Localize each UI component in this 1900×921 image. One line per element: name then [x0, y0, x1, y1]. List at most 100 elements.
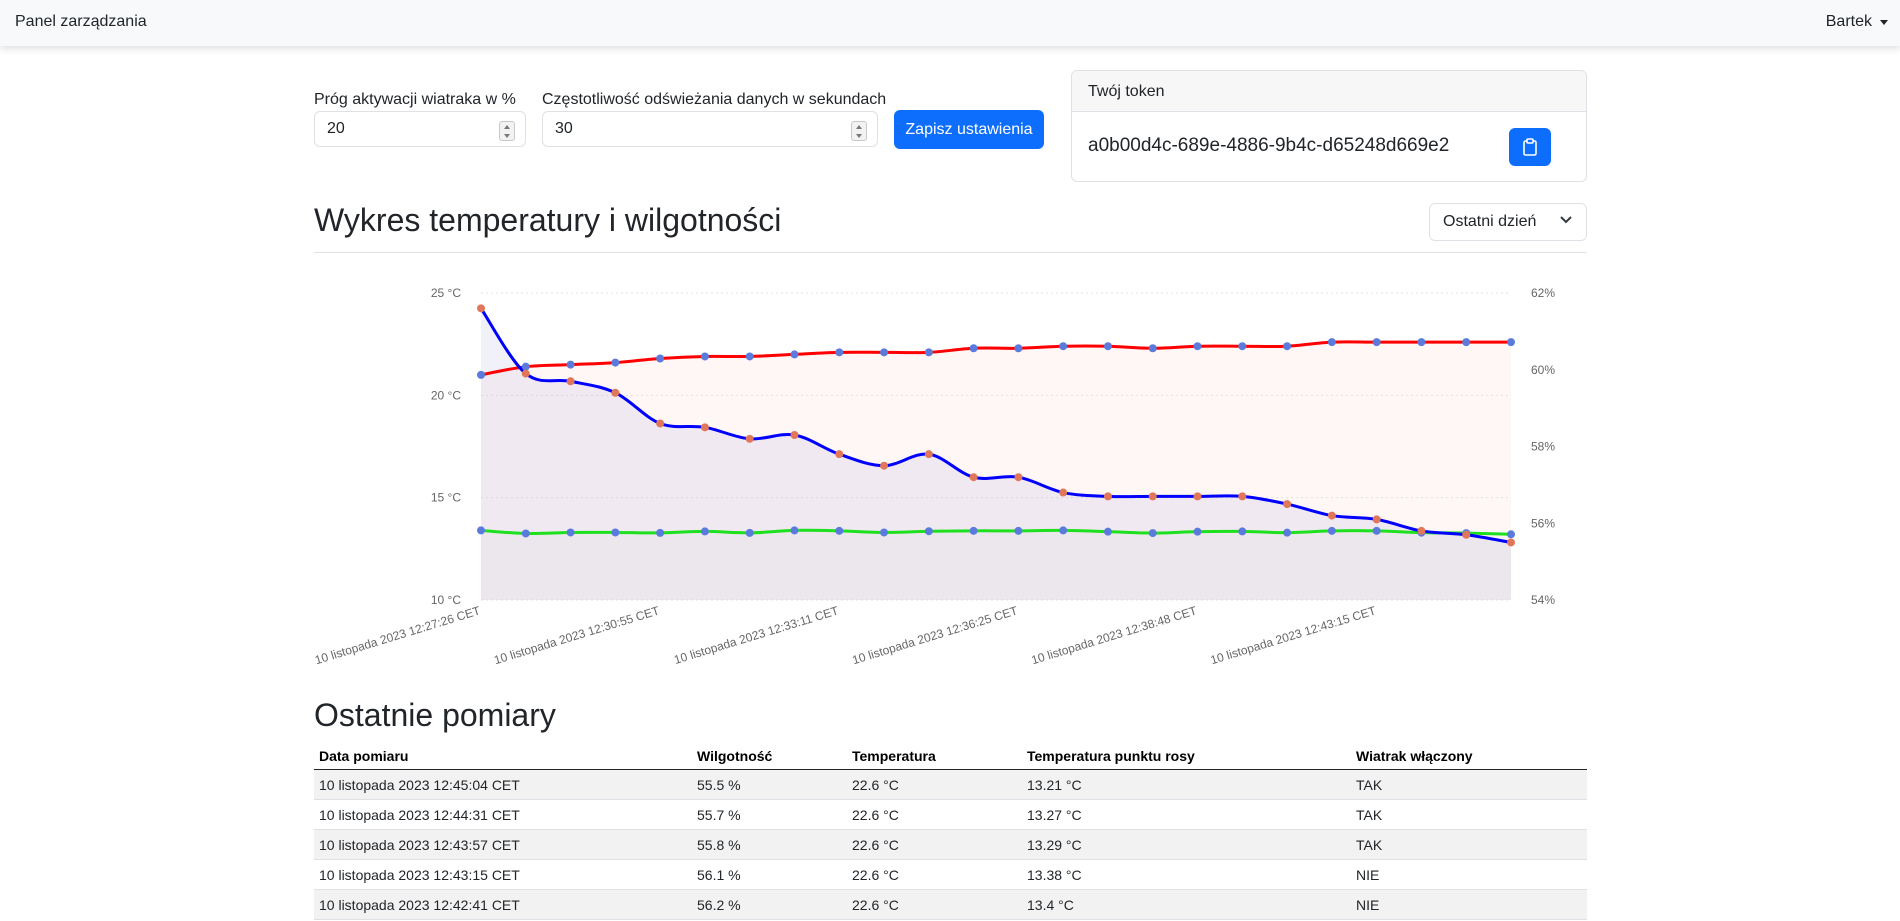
section-divider	[314, 252, 1587, 253]
x-tick-label: 10 listopada 2023 12:36:25 CET	[851, 603, 1020, 667]
data-point	[566, 377, 575, 386]
table-cell: 56.2 %	[692, 889, 847, 920]
data-point	[477, 370, 485, 379]
table-cell: 55.7 %	[692, 799, 847, 830]
data-point	[880, 461, 889, 470]
table-cell: 56.1 %	[692, 859, 847, 890]
data-point	[1148, 344, 1157, 353]
table-cell: TAK	[1351, 769, 1587, 800]
table-cell: 10 listopada 2023 12:43:57 CET	[314, 829, 692, 860]
fan-threshold-input[interactable]: 20	[314, 111, 526, 147]
data-point	[566, 528, 575, 537]
token-card-title: Twój token	[1072, 71, 1586, 112]
series-area	[481, 308, 1511, 600]
data-point	[656, 419, 665, 428]
data-point	[835, 450, 844, 459]
data-point	[1193, 342, 1202, 351]
data-point	[1327, 526, 1336, 535]
table-row: 10 listopada 2023 12:42:41 CET 56.2 % 22…	[314, 889, 1587, 920]
table-cell: NIE	[1351, 889, 1587, 920]
data-point	[656, 354, 665, 363]
caret-down-icon	[1880, 19, 1888, 25]
data-point	[1238, 527, 1247, 536]
refresh-interval-input[interactable]: 30	[542, 111, 878, 147]
data-point	[1148, 492, 1157, 501]
data-point	[1238, 492, 1247, 501]
data-point	[477, 526, 485, 535]
spinner-icon[interactable]	[851, 121, 867, 141]
user-menu-dropdown[interactable]: Bartek	[1826, 13, 1888, 31]
temperature-humidity-chart: 25 °C 20 °C 15 °C 10 °C 62% 60% 58% 56% 54% 10 li…	[313, 286, 1555, 667]
data-point	[969, 344, 978, 353]
data-point	[1507, 538, 1515, 547]
data-point	[1507, 338, 1515, 347]
data-point	[924, 348, 933, 357]
time-range-select[interactable]: Ostatni dzień	[1429, 203, 1587, 241]
table-cell: 55.5 %	[692, 769, 847, 800]
data-point	[1059, 526, 1068, 535]
column-header: Temperatura	[847, 743, 1022, 770]
data-point	[880, 528, 889, 537]
refresh-interval-value: 30	[555, 120, 573, 137]
table-cell: NIE	[1351, 859, 1587, 890]
data-point	[969, 473, 978, 482]
data-point	[924, 450, 933, 459]
table-cell: 22.6 °C	[847, 859, 1022, 890]
data-point	[924, 527, 933, 536]
data-point	[1103, 527, 1112, 536]
x-tick-label: 10 listopada 2023 12:27:26 CET	[313, 603, 482, 667]
data-point	[835, 348, 844, 357]
data-point	[1462, 338, 1471, 347]
table-cell: 13.4 °C	[1022, 889, 1351, 920]
data-point	[1059, 488, 1068, 497]
data-point	[1193, 492, 1202, 501]
y-left-tick-label: 25 °C	[431, 286, 461, 300]
data-point	[835, 526, 844, 535]
data-point	[1014, 344, 1023, 353]
y-left-tick-label: 15 °C	[431, 491, 461, 505]
data-point	[745, 434, 754, 443]
time-range-value: Ostatni dzień	[1443, 213, 1537, 230]
save-settings-button[interactable]: Zapisz ustawienia	[894, 110, 1044, 149]
data-point	[1238, 342, 1247, 351]
chart-section-title: Wykres temperatury i wilgotności	[314, 202, 782, 238]
table-cell: 22.6 °C	[847, 769, 1022, 800]
data-point	[1507, 530, 1515, 539]
data-point	[700, 352, 709, 361]
data-point	[1372, 515, 1381, 524]
y-right-tick-label: 60%	[1531, 363, 1555, 377]
column-header: Wiatrak włączony	[1351, 743, 1587, 770]
x-tick-label: 10 listopada 2023 12:33:11 CET	[672, 603, 840, 667]
fan-threshold-label: Próg aktywacji wiatraka w %	[314, 91, 516, 108]
table-cell: 22.6 °C	[847, 799, 1022, 830]
table-row: 10 listopada 2023 12:44:31 CET 55.7 % 22…	[314, 799, 1587, 830]
column-header: Data pomiaru	[314, 743, 692, 770]
x-tick-label: 10 listopada 2023 12:43:15 CET	[1209, 603, 1378, 667]
series-area	[481, 530, 1511, 600]
series-area	[481, 341, 1511, 600]
data-point	[656, 528, 665, 537]
table-cell: 55.8 %	[692, 829, 847, 860]
data-point	[1283, 528, 1292, 537]
table-cell: 13.21 °C	[1022, 769, 1351, 800]
copy-token-button[interactable]	[1509, 128, 1551, 166]
refresh-interval-label: Częstotliwość odświeżania danych w sekun…	[542, 91, 887, 108]
data-point	[1103, 342, 1112, 351]
table-cell: 22.6 °C	[847, 889, 1022, 920]
measurements-title: Ostatnie pomiary	[314, 697, 556, 733]
table-cell: 10 listopada 2023 12:45:04 CET	[314, 769, 692, 800]
data-point	[566, 360, 575, 369]
y-left-tick-label: 20 °C	[431, 388, 461, 402]
y-right-tick-label: 56%	[1531, 516, 1555, 530]
y-right-tick-label: 62%	[1531, 286, 1555, 300]
brand-link[interactable]: Panel zarządzania	[15, 13, 147, 30]
spinner-icon[interactable]	[499, 121, 515, 141]
column-header: Temperatura punktu rosy	[1022, 743, 1351, 770]
data-point	[790, 350, 799, 359]
user-name: Bartek	[1825, 13, 1872, 30]
data-point	[521, 529, 530, 538]
table-cell: TAK	[1351, 799, 1587, 830]
token-card: Twój token a0b00d4c-689e-4886-9b4c-d6524…	[1071, 70, 1587, 182]
data-point	[477, 304, 485, 313]
column-header: Wilgotność	[692, 743, 847, 770]
